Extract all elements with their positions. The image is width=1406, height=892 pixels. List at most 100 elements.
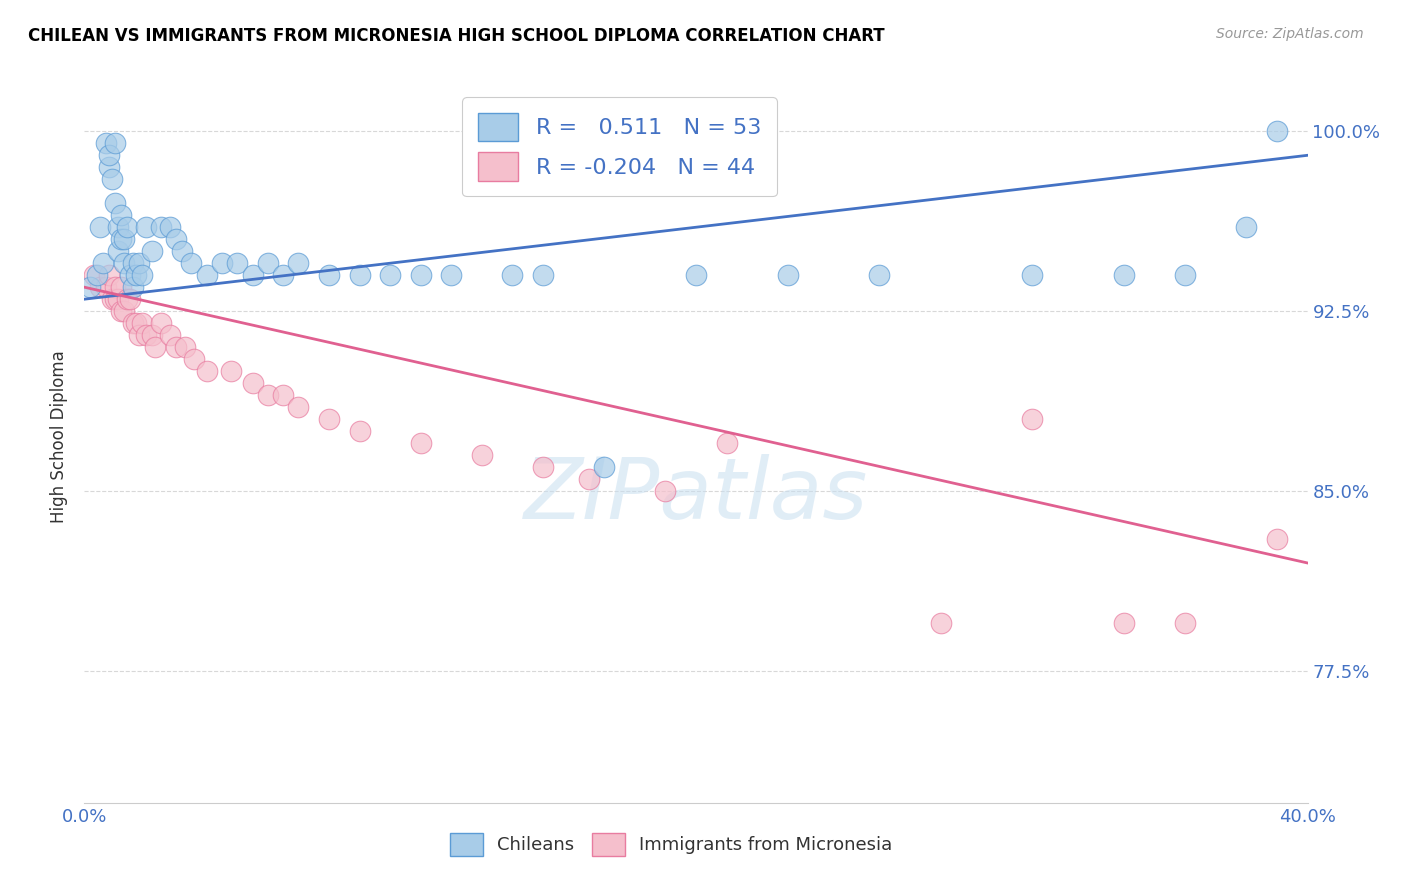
Point <box>83 268 105 283</box>
Point <box>578 472 600 486</box>
Point <box>183 352 205 367</box>
Point <box>110 208 132 222</box>
Point <box>180 256 202 270</box>
Point <box>107 244 129 259</box>
Point <box>122 280 145 294</box>
Point <box>409 436 432 450</box>
Point <box>104 292 127 306</box>
Point <box>91 256 114 270</box>
Point <box>104 196 127 211</box>
Point <box>349 424 371 438</box>
Point <box>107 292 129 306</box>
Point <box>1021 268 1043 283</box>
Point <box>97 148 120 162</box>
Point <box>318 268 340 283</box>
Point <box>101 172 124 186</box>
Point <box>159 328 181 343</box>
Point <box>257 256 280 270</box>
Text: ZIPatlas: ZIPatlas <box>524 454 868 537</box>
Point <box>685 268 707 283</box>
Point <box>94 280 117 294</box>
Legend: Chileans, Immigrants from Micronesia: Chileans, Immigrants from Micronesia <box>440 822 904 867</box>
Point <box>1174 268 1197 283</box>
Point <box>531 460 554 475</box>
Point <box>110 304 132 318</box>
Point <box>195 364 218 378</box>
Point <box>1265 124 1288 138</box>
Point <box>149 220 172 235</box>
Point <box>112 232 135 246</box>
Point <box>271 388 294 402</box>
Point <box>165 232 187 246</box>
Point <box>440 268 463 283</box>
Point <box>128 328 150 343</box>
Point <box>869 268 891 283</box>
Point <box>135 328 157 343</box>
Point <box>149 316 172 330</box>
Point <box>1236 220 1258 235</box>
Point <box>165 340 187 354</box>
Point <box>287 256 309 270</box>
Point <box>141 328 163 343</box>
Y-axis label: High School Diploma: High School Diploma <box>51 351 69 524</box>
Point <box>531 268 554 283</box>
Point <box>97 268 120 283</box>
Point <box>219 364 242 378</box>
Point <box>131 316 153 330</box>
Point <box>159 220 181 235</box>
Point <box>115 292 138 306</box>
Point <box>654 483 676 498</box>
Text: Source: ZipAtlas.com: Source: ZipAtlas.com <box>1216 27 1364 41</box>
Point <box>471 448 494 462</box>
Point <box>1265 532 1288 546</box>
Point <box>131 268 153 283</box>
Point <box>110 232 132 246</box>
Point <box>122 316 145 330</box>
Point <box>120 292 142 306</box>
Point <box>716 436 738 450</box>
Point <box>79 280 101 294</box>
Point <box>593 460 616 475</box>
Point <box>195 268 218 283</box>
Point <box>125 316 148 330</box>
Point <box>141 244 163 259</box>
Point <box>502 268 524 283</box>
Point <box>122 256 145 270</box>
Point <box>776 268 799 283</box>
Point <box>89 220 111 235</box>
Point <box>120 268 142 283</box>
Point <box>101 292 124 306</box>
Point <box>211 256 233 270</box>
Point <box>143 340 166 354</box>
Point <box>318 412 340 426</box>
Point <box>97 161 120 175</box>
Point <box>1174 615 1197 630</box>
Point <box>409 268 432 283</box>
Point <box>89 280 111 294</box>
Point <box>226 256 249 270</box>
Point <box>107 220 129 235</box>
Point <box>287 400 309 414</box>
Point <box>94 136 117 151</box>
Point <box>257 388 280 402</box>
Point <box>104 136 127 151</box>
Point <box>271 268 294 283</box>
Point <box>112 256 135 270</box>
Point <box>172 244 194 259</box>
Point <box>110 280 132 294</box>
Point <box>1021 412 1043 426</box>
Point <box>380 268 402 283</box>
Text: CHILEAN VS IMMIGRANTS FROM MICRONESIA HIGH SCHOOL DIPLOMA CORRELATION CHART: CHILEAN VS IMMIGRANTS FROM MICRONESIA HI… <box>28 27 884 45</box>
Point <box>115 220 138 235</box>
Point <box>112 304 135 318</box>
Point <box>929 615 952 630</box>
Point <box>1114 615 1136 630</box>
Point <box>349 268 371 283</box>
Point <box>242 376 264 391</box>
Point <box>128 256 150 270</box>
Point <box>135 220 157 235</box>
Point <box>1114 268 1136 283</box>
Point <box>174 340 197 354</box>
Point <box>86 268 108 283</box>
Point <box>242 268 264 283</box>
